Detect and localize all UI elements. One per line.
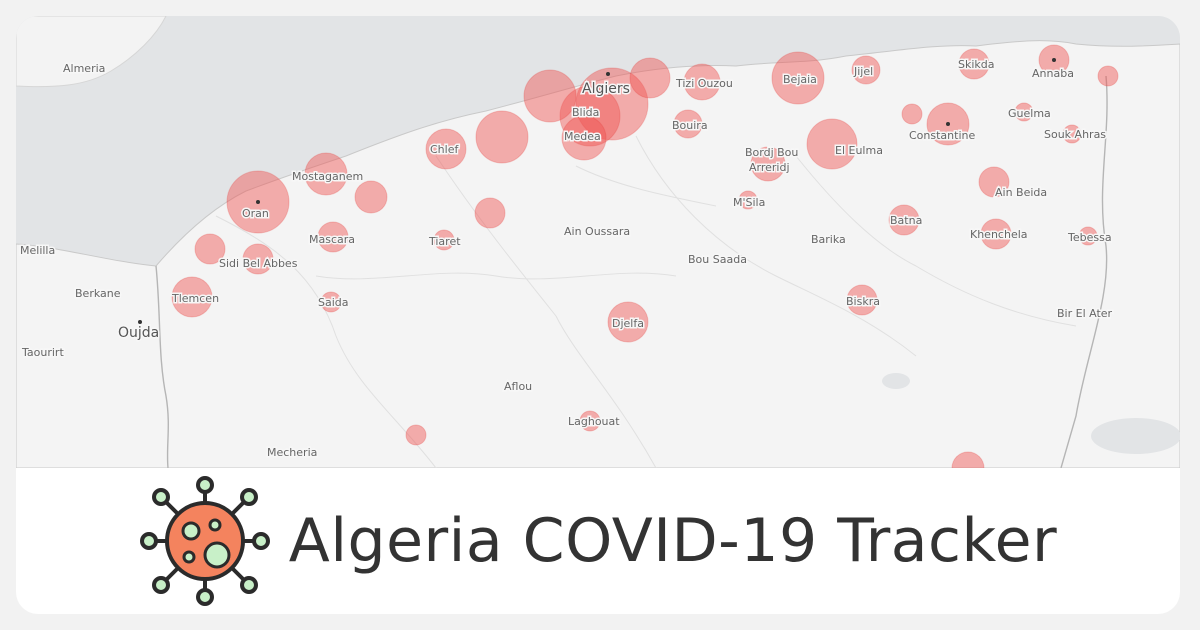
label-mecheria: Mecheria xyxy=(267,446,317,459)
case-bubble-algiers[interactable] xyxy=(575,67,649,141)
label-melilla: Melilla xyxy=(20,244,55,257)
label-bouira: Bouira xyxy=(672,119,708,132)
label-mascara: Mascara xyxy=(309,233,355,246)
case-bubble-el-bayadh[interactable] xyxy=(405,424,427,446)
label-oran: Oran xyxy=(242,207,269,220)
case-bubble-ain-temouchent[interactable] xyxy=(194,233,226,265)
case-bubble-khenchela[interactable] xyxy=(980,218,1012,250)
case-bubble-oum-el-bouaghi[interactable] xyxy=(978,166,1010,198)
label-bir-el-ater: Bir El Ater xyxy=(1057,307,1113,320)
region-borders xyxy=(215,135,1077,468)
case-bubble-skikda[interactable] xyxy=(958,48,990,80)
label-annaba: Annaba xyxy=(1032,67,1074,80)
label-mostaganem: Mostaganem xyxy=(292,170,363,183)
label-tlemcen: Tlemcen xyxy=(171,292,219,305)
label-djelfa: Djelfa xyxy=(612,317,644,330)
case-bubble-blida[interactable] xyxy=(559,85,621,147)
case-bubble-mostaganem[interactable] xyxy=(304,152,348,196)
case-bubble-mila[interactable] xyxy=(901,103,923,125)
label-constantine: Constantine xyxy=(909,129,975,142)
case-bubble-medea[interactable] xyxy=(561,115,607,161)
case-bubble-tebessa[interactable] xyxy=(1078,226,1098,246)
label-souk-ahras: Souk Ahras xyxy=(1044,128,1106,141)
label-ain-beida: Ain Beida xyxy=(995,186,1047,199)
city-labels: Almeria Algiers Blida Medea Tizi Ouzou B… xyxy=(19,57,1115,461)
label-skikda: Skikda xyxy=(958,58,995,71)
case-bubble-chlef[interactable] xyxy=(425,128,467,170)
city-dots xyxy=(138,58,1056,324)
page-title: Algeria COVID-19 Tracker xyxy=(288,506,1058,576)
north-africa-land xyxy=(16,40,1180,468)
lake xyxy=(882,373,910,389)
case-bubble-tissemsilt[interactable] xyxy=(474,197,506,229)
case-bubble-relizane[interactable] xyxy=(354,180,388,214)
case-bubble-tipaza[interactable] xyxy=(523,69,577,123)
title-banner: Algeria COVID-19 Tracker xyxy=(16,468,1180,614)
label-tiaret: Tiaret xyxy=(428,235,461,248)
label-medea: Medea xyxy=(564,130,601,143)
map-view[interactable]: Almeria Algiers Blida Medea Tizi Ouzou B… xyxy=(16,16,1180,468)
label-ain-oussara: Ain Oussara xyxy=(564,225,630,238)
label-almeria: Almeria xyxy=(63,62,105,75)
case-bubble-laghouat[interactable] xyxy=(579,410,601,432)
label-bou-saada: Bou Saada xyxy=(688,253,747,266)
map-canvas[interactable]: Almeria Algiers Blida Medea Tizi Ouzou B… xyxy=(16,16,1180,468)
label-batna: Batna xyxy=(890,214,922,227)
label-saida: Saida xyxy=(318,296,349,309)
label-arreridj: Arreridj xyxy=(749,161,790,174)
case-bubble-mascara[interactable] xyxy=(317,221,349,253)
label-el-eulma: El Eulma xyxy=(835,144,883,157)
label-khenchela: Khenchela xyxy=(970,228,1028,241)
label-oujda: Oujda xyxy=(118,325,159,341)
label-algiers: Algiers xyxy=(582,81,630,97)
spain-land xyxy=(16,16,167,88)
label-bordj-bou: Bordj Bou xyxy=(745,146,798,159)
label-biskra: Biskra xyxy=(846,295,880,308)
label-sidi-bel-abbes: Sidi Bel Abbes xyxy=(219,257,298,270)
border-algeria-tunisia xyxy=(1060,75,1108,468)
label-barika: Barika xyxy=(811,233,846,246)
label-tebessa: Tebessa xyxy=(1067,231,1112,244)
case-bubble-biskra[interactable] xyxy=(846,284,878,316)
case-bubble-tiaret[interactable] xyxy=(433,229,455,251)
case-bubble-el-oued[interactable] xyxy=(951,451,985,468)
case-bubble-jijel[interactable] xyxy=(851,55,881,85)
label-laghouat: Laghouat xyxy=(568,415,620,428)
case-bubble-bordj-bou-arreridj[interactable] xyxy=(750,146,786,182)
case-bubble-djelfa[interactable] xyxy=(607,301,649,343)
lake xyxy=(1091,418,1180,454)
label-berkane: Berkane xyxy=(75,287,121,300)
case-bubble-sidi-bel-abbes[interactable] xyxy=(242,243,274,275)
case-bubble-batna[interactable] xyxy=(888,204,920,236)
label-guelma: Guelma xyxy=(1008,107,1051,120)
case-bubble-tizi-ouzou[interactable] xyxy=(683,63,721,101)
case-bubble-guelma[interactable] xyxy=(1014,102,1034,122)
label-blida: Blida xyxy=(572,106,599,119)
label-bejaia: Bejaia xyxy=(783,73,817,86)
case-bubble-msila[interactable] xyxy=(738,190,758,210)
case-bubble-bejaia[interactable] xyxy=(771,51,825,105)
case-bubble-souk-ahras[interactable] xyxy=(1062,124,1082,144)
label-taourirt: Taourirt xyxy=(21,346,64,359)
label-tizi-ouzou: Tizi Ouzou xyxy=(675,77,733,90)
label-jijel: Jijel xyxy=(853,65,873,78)
label-chlef: Chlef xyxy=(430,143,459,156)
case-bubble-bouira[interactable] xyxy=(673,109,703,139)
label-msila: M'Sila xyxy=(733,196,765,209)
case-bubble-setif[interactable] xyxy=(806,118,858,170)
case-bubble-saida[interactable] xyxy=(320,291,342,313)
case-bubble-ain-defla[interactable] xyxy=(475,110,529,164)
case-bubble-el-tarf[interactable] xyxy=(1097,65,1119,87)
preview-card: Almeria Algiers Blida Medea Tizi Ouzou B… xyxy=(16,16,1180,614)
case-bubble-boumerdes[interactable] xyxy=(629,57,671,99)
virus-icon xyxy=(139,476,270,606)
case-bubble-tlemcen[interactable] xyxy=(171,276,213,318)
label-aflou: Aflou xyxy=(504,380,532,393)
case-bubbles xyxy=(171,44,1119,468)
border-morocco-algeria xyxy=(155,265,169,468)
